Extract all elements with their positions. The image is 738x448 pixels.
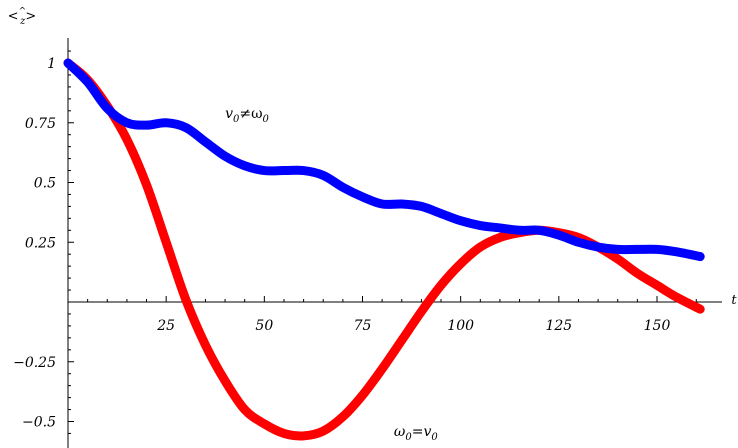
annotation-detuned-var1: v <box>225 106 233 122</box>
x-tick-label: 125 <box>545 318 572 334</box>
x-tick-label: 75 <box>354 318 372 334</box>
annotation-resonant-var1: ω <box>394 424 406 440</box>
y-axis-label-base: z <box>19 16 26 27</box>
annotation-detuned-var2: ω <box>251 106 262 122</box>
annotation-resonant-sub1: 0 <box>405 432 412 443</box>
annotation-resonant: ω0=v0 <box>394 424 438 443</box>
y-tick-label: 0.75 <box>25 116 56 132</box>
y-tick-label: −0.5 <box>22 415 56 431</box>
annotation-detuned-op: ≠ <box>239 106 251 122</box>
y-tick-label: −0.25 <box>13 355 56 371</box>
y-axis-label-close: > <box>25 9 36 24</box>
y-tick-label: 1 <box>47 56 56 72</box>
y-axis-label: <^ z> <box>8 7 37 27</box>
y-axis-label-hat: ^ <box>19 7 27 17</box>
y-tick-label: 0.5 <box>34 176 56 192</box>
x-tick-label: 100 <box>447 318 474 334</box>
y-tick-label: 0.25 <box>25 235 56 251</box>
annotation-resonant-op: = <box>412 424 424 440</box>
axes <box>67 38 722 448</box>
annotation-detuned-sub1: 0 <box>233 114 240 125</box>
x-axis-label: t <box>731 293 737 308</box>
y-axis-label-open: < <box>8 9 19 24</box>
x-tick-label: 150 <box>644 318 671 334</box>
annotation-resonant-sub2: 0 <box>431 432 438 443</box>
ticks: 25 50 75 100 125 150 1 0.75 0.5 0.25 −0.25 −0.5 t <^ z… <box>8 7 737 434</box>
annotation-detuned: v0≠ω0 <box>225 106 269 125</box>
series-line-detuned <box>63 58 705 262</box>
annotation-detuned-sub2: 0 <box>263 114 270 125</box>
x-tick-label: 50 <box>255 318 273 334</box>
annotation-resonant-var2: v <box>423 424 431 440</box>
series-layer <box>63 58 705 441</box>
x-tick-label: 25 <box>156 318 175 334</box>
